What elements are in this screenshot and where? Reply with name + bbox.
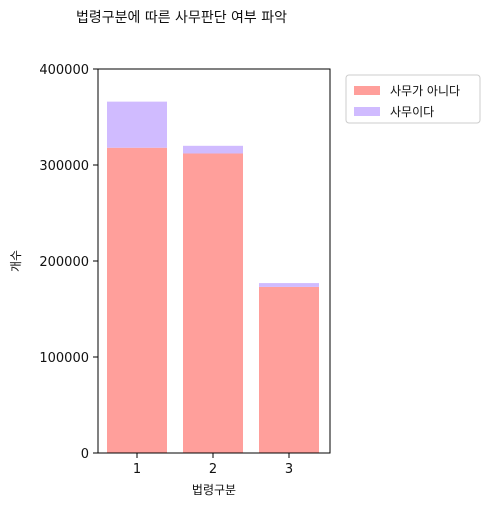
- bar-series1-cat3: [259, 286, 319, 453]
- x-tick-label: 3: [285, 462, 293, 477]
- legend-swatch-2: [354, 107, 380, 116]
- x-tick-label: 2: [209, 462, 217, 477]
- x-tick-label: 1: [133, 462, 141, 477]
- chart-title: 법령구분에 따른 사무판단 여부 파악: [76, 10, 287, 26]
- y-tick-label: 0: [81, 447, 89, 462]
- y-tick-label: 100000: [39, 351, 89, 366]
- bar-series1-cat2: [183, 153, 243, 454]
- plot-area: [107, 101, 319, 454]
- y-tick-label: 300000: [39, 159, 89, 174]
- x-axis-label: 법령구분: [192, 483, 236, 497]
- y-axis-label: 개수: [9, 250, 23, 272]
- legend-swatch-1: [354, 86, 380, 95]
- legend-label-2: 사무이다: [390, 105, 434, 119]
- bar-series2-cat2: [183, 145, 243, 154]
- legend-label-1: 사무가 아니다: [390, 84, 460, 98]
- y-tick-label: 400000: [39, 63, 89, 78]
- bar-series2-cat3: [259, 283, 319, 287]
- y-tick-label: 200000: [39, 255, 89, 270]
- bar-series1-cat1: [107, 147, 167, 453]
- bar-series2-cat1: [107, 101, 167, 148]
